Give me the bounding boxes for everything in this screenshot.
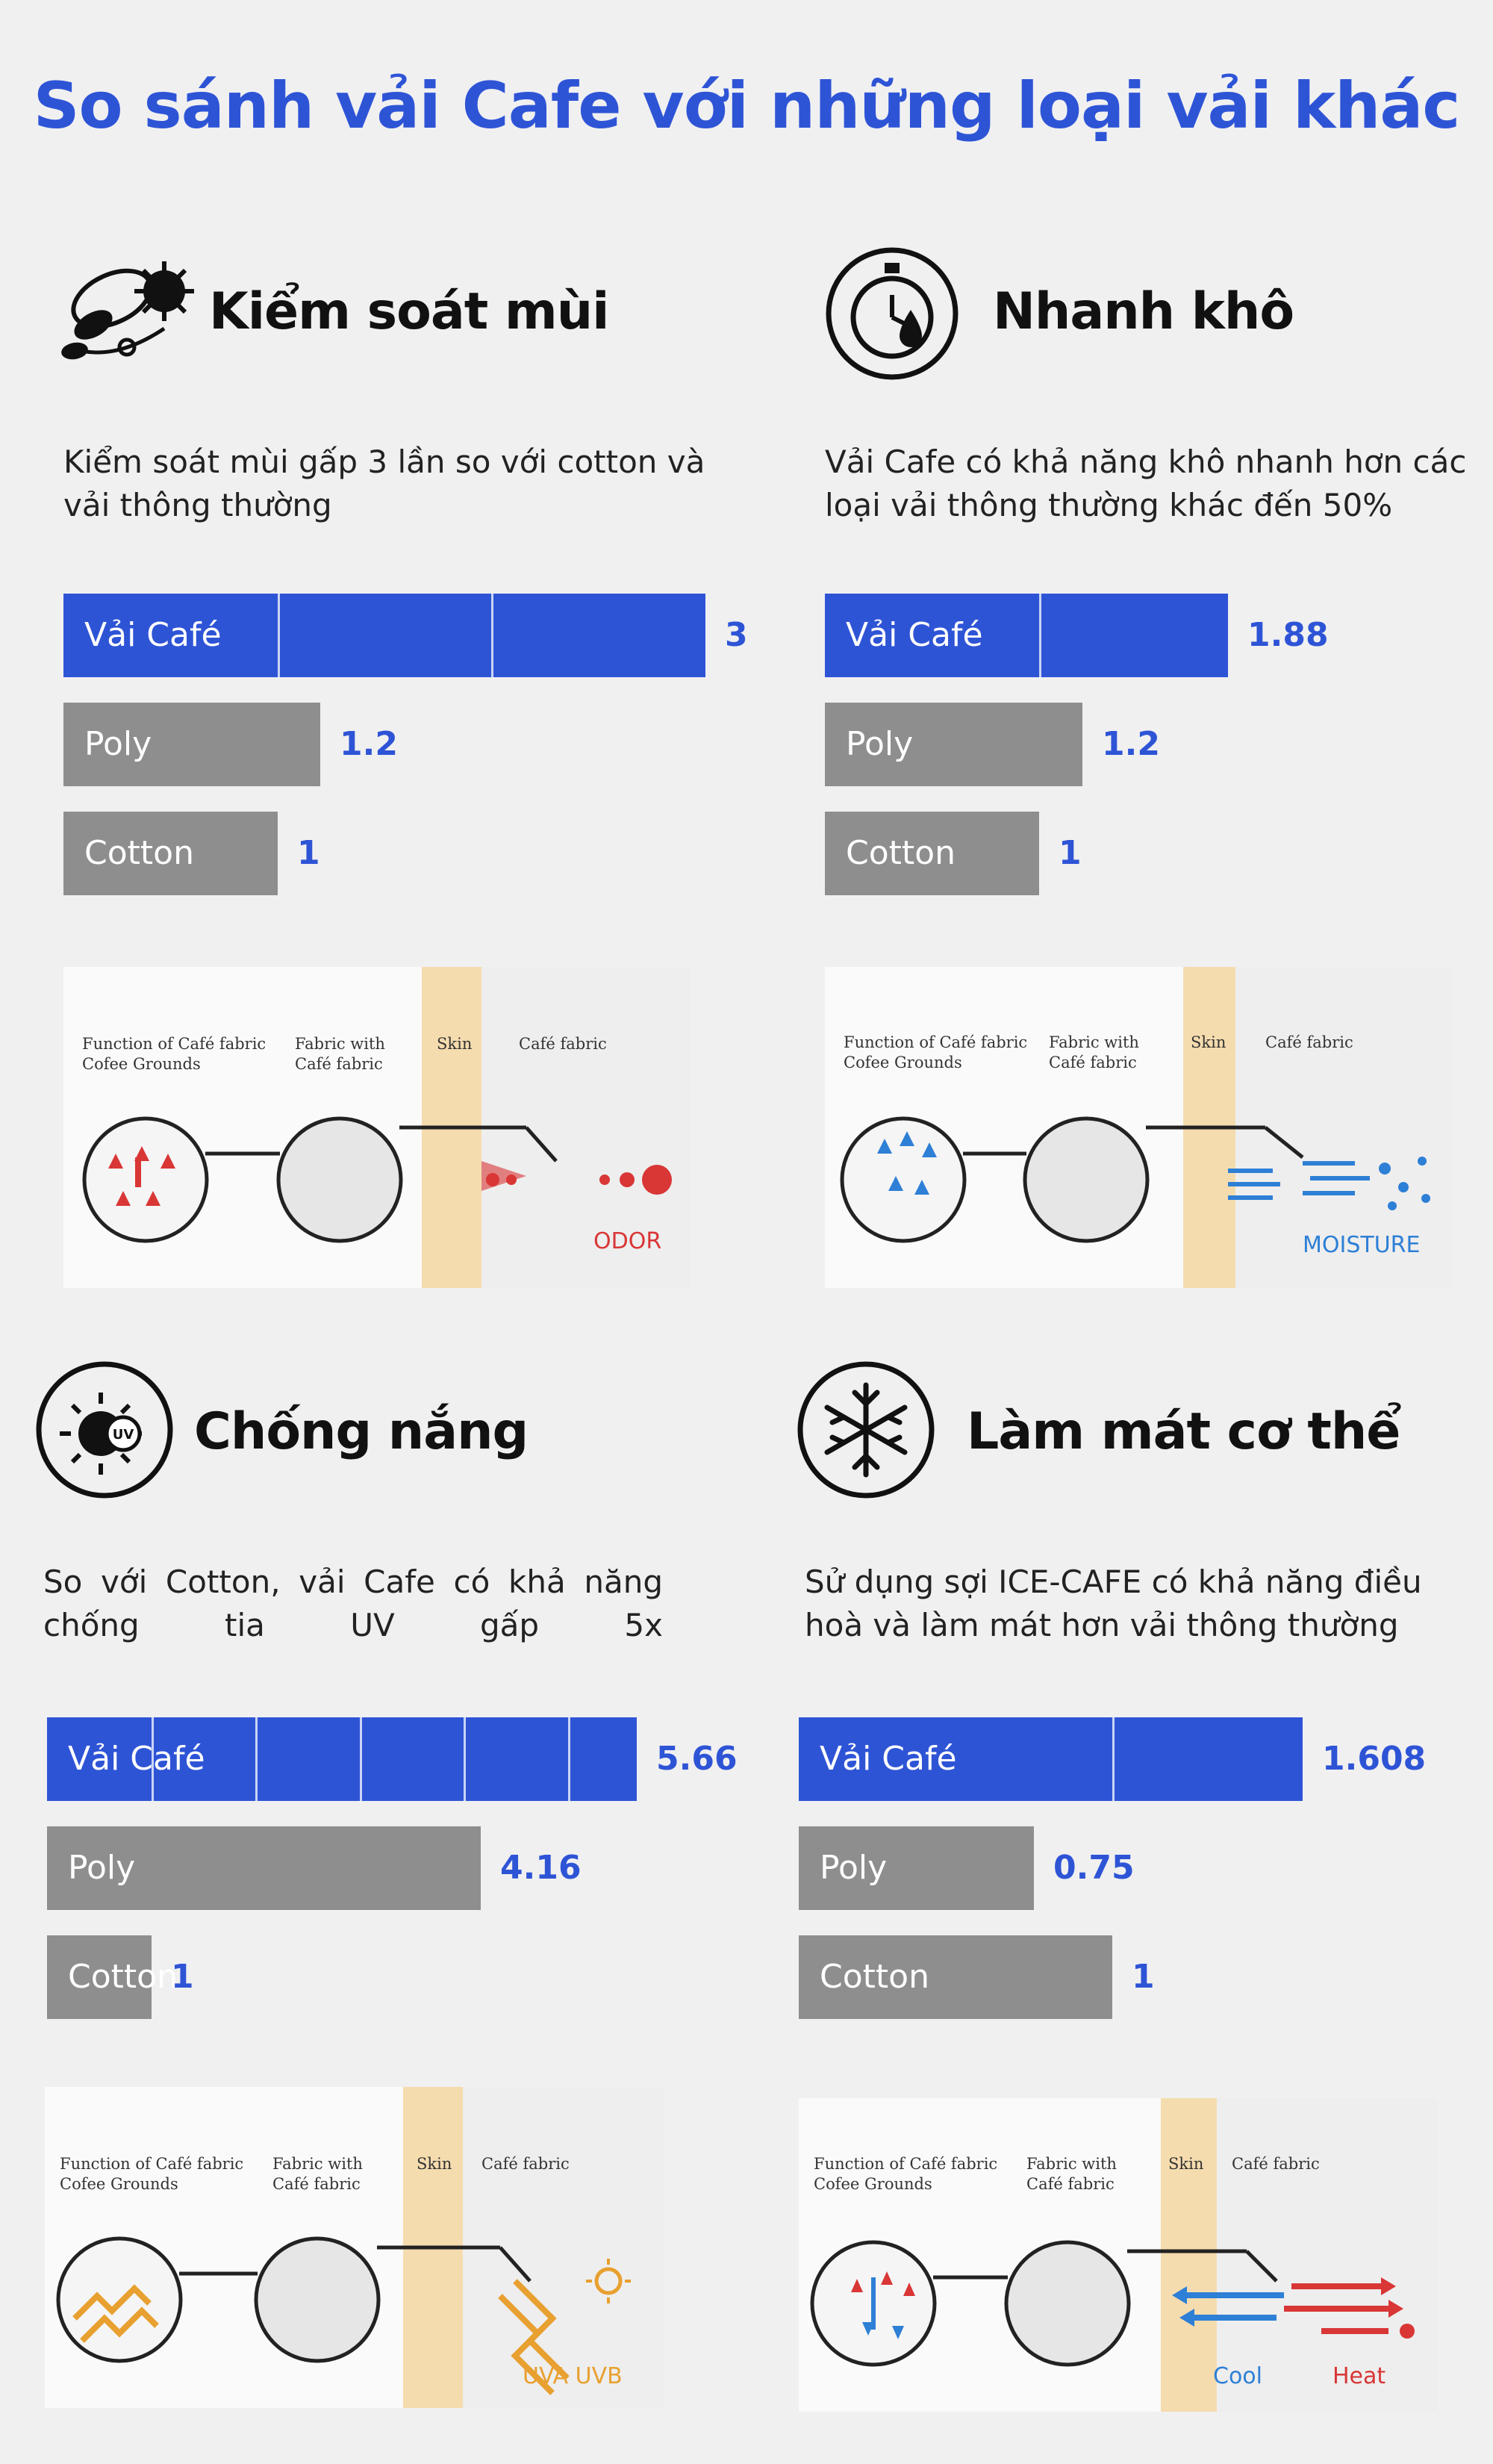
label-fabric: Fabric with Café fabric [295,1035,385,1073]
label-skin: Skin [1191,1033,1226,1051]
panel-header: Làm mát cơ thể [795,1359,1493,1501]
bar-value-label: 0.75 [1053,1849,1135,1887]
bar-divider [464,1717,466,1801]
bar-category-label: Cotton [846,834,956,872]
label-cafe-fabric: Café fabric [481,2155,570,2173]
bar-category-label: Poly [846,725,914,763]
bar-value-label: 1 [297,834,320,872]
panel-title: Chống nắng [194,1402,529,1461]
heat-label: Heat [1333,2363,1386,2389]
bar-divider [278,594,280,677]
label-cafe-fabric: Café fabric [1265,1033,1353,1051]
panel-description: Sử dụng sợi ICE-CAFE có khả năng điều ho… [805,1564,1422,1643]
bar-cotton: Cotton [47,1935,178,2019]
bar-category-label: Vải Café [820,1740,957,1778]
bar-value-label: 1.88 [1247,616,1329,654]
panel-odor-control: Kiểm soát mùi Kiểm soát mùi gấp 3 lần so… [52,239,769,1344]
bar-category-label: Poly [84,725,152,763]
panel-description: Vải Cafe có khả năng khô nhanh hơn các l… [825,444,1467,523]
odor-label: ODOR [593,1228,662,1254]
panel-title: Làm mát cơ thể [967,1402,1400,1461]
bar-chart: Vải Café 3 Poly 1.2 Cotton 1 [63,594,780,907]
label-fabric: Fabric with Café fabric [272,2155,363,2193]
stopwatch-drop-icon [821,239,963,381]
cool-label: Cool [1213,2363,1262,2389]
svg-text:UV: UV [113,1427,134,1443]
fabric-diagram: Function of Café fabric Cofee Grounds Fab… [63,967,691,1288]
bar-divider [152,1717,154,1801]
bar-value-label: 1 [1132,1958,1155,1996]
panel-sun-protection: UV Chống nắng So với Cotton, vải Cafe có… [34,1359,750,2464]
panel-header: UV Chống nắng [34,1359,750,1501]
panel-quick-dry: Nhanh khô Vải Cafe có khả năng khô nhanh… [814,239,1493,1344]
bar-value-label: 1.2 [1102,725,1160,763]
bar-category-label: Vải Café [84,616,222,654]
panel-title: Kiểm soát mùi [209,282,609,341]
page-title: So sánh vải Cafe với những loại vải khác [33,69,1461,143]
sun-uv-icon: UV [34,1359,175,1501]
bar-chart: Vải Café 5.66 Poly 4.16 Cotton 1 [47,1717,764,2031]
panel-description: Kiểm soát mùi gấp 3 lần so với cotton và… [63,444,705,523]
bar-value-label: 1 [171,1958,194,1996]
bar-value-label: 3 [725,616,748,654]
bar-cotton: Cotton [63,812,278,895]
label-function: Function of Café fabric Cofee Grounds [82,1035,267,1073]
label-function: Function of Café fabric Cofee Grounds [60,2155,244,2193]
bar-category-label: Cotton [68,1958,178,1996]
panel-header: Nhanh khô [814,239,1493,381]
bar-category-label: Poly [820,1849,888,1887]
snowflake-icon [795,1359,937,1501]
bar-poly: Poly [825,703,1082,786]
bar-category-label: Vải Café [68,1740,205,1778]
fabric-diagram: Function of Café fabric Cofee Grounds Fab… [799,2098,1437,2412]
bar-v-i-caf: Vải Café [47,1717,637,1801]
bar-poly: Poly [63,703,320,786]
label-function: Function of Café fabric Cofee Grounds [844,1033,1028,1071]
panel-header: Kiểm soát mùi [52,239,769,381]
label-cafe-fabric: Café fabric [519,1035,607,1053]
bar-divider [491,594,493,677]
bar-value-label: 4.16 [500,1849,582,1887]
uv-label: UVA UVB [523,2363,623,2389]
label-skin: Skin [437,1035,473,1053]
bar-divider [360,1717,362,1801]
label-skin: Skin [1168,2155,1204,2173]
fabric-diagram: Function of Café fabric Cofee Grounds Fab… [45,2087,664,2408]
bar-chart: Vải Café 1.608 Poly 0.75 Cotton 1 [799,1717,1493,2031]
bar-poly: Poly [799,1826,1034,1910]
bar-value-label: 1.608 [1322,1740,1427,1778]
coffee-plant-icon [52,239,194,381]
bar-value-label: 5.66 [656,1740,738,1778]
bar-v-i-caf: Vải Café [63,594,705,677]
bar-cotton: Cotton [799,1935,1112,2019]
fabric-diagram: Function of Café fabric Cofee Grounds Fab… [825,967,1452,1288]
label-skin: Skin [417,2155,452,2173]
panel-description: So với Cotton, vải Cafe có khả năng chốn… [43,1564,663,1643]
bar-divider [1112,1717,1115,1801]
bar-divider [1039,594,1041,677]
label-fabric: Fabric with Café fabric [1026,2155,1117,2193]
bar-divider [255,1717,258,1801]
bar-poly: Poly [47,1826,481,1910]
label-cafe-fabric: Café fabric [1232,2155,1320,2173]
bar-category-label: Poly [68,1849,136,1887]
bar-category-label: Cotton [84,834,194,872]
moisture-label: MOISTURE [1303,1232,1421,1258]
bar-cotton: Cotton [825,812,1039,895]
bar-category-label: Vải Café [846,616,983,654]
label-fabric: Fabric with Café fabric [1049,1033,1139,1071]
panel-body-cooling: Làm mát cơ thể Sử dụng sợi ICE-CAFE có k… [795,1359,1493,2464]
bar-chart: Vải Café 1.88 Poly 1.2 Cotton 1 [825,594,1493,907]
panel-title: Nhanh khô [993,282,1294,341]
bar-divider [568,1717,570,1801]
bar-value-label: 1 [1059,834,1082,872]
bar-value-label: 1.2 [340,725,398,763]
label-function: Function of Café fabric Cofee Grounds [814,2155,998,2193]
bar-category-label: Cotton [820,1958,929,1996]
bar-v-i-caf: Vải Café [799,1717,1303,1801]
bar-v-i-caf: Vải Café [825,594,1228,677]
